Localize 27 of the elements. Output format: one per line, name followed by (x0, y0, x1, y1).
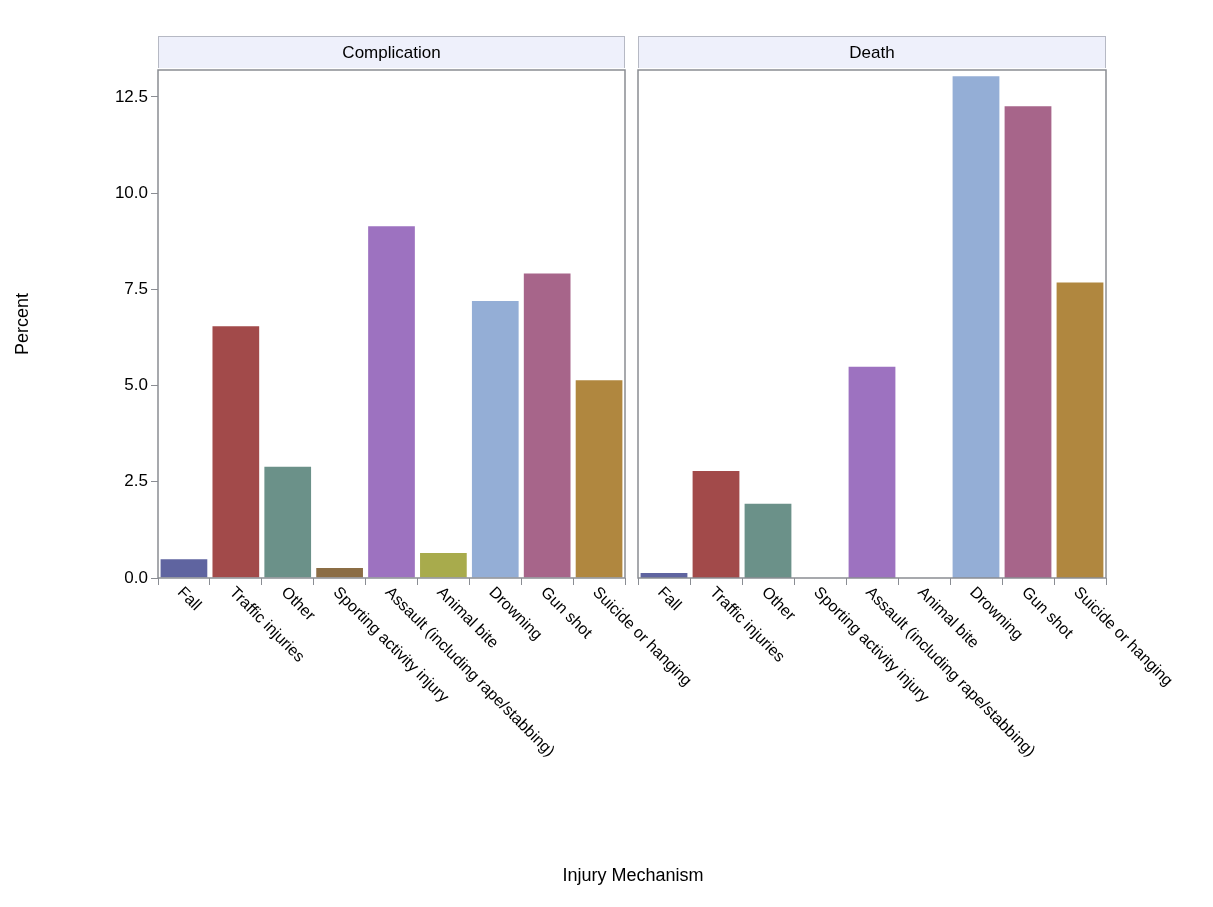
chart-title: Complication (158, 36, 625, 68)
bar (368, 226, 415, 578)
bar (848, 366, 896, 578)
bar (952, 76, 1000, 578)
bar (212, 326, 260, 578)
bar (471, 300, 519, 578)
bar (316, 567, 363, 578)
x-tick-label: Fall (174, 583, 205, 614)
bar (1056, 282, 1104, 578)
bar (1004, 106, 1052, 578)
y-tick-label: 10.0 (114, 182, 148, 202)
bar (264, 466, 312, 578)
bar (523, 273, 571, 578)
y-tick-label: 0.0 (124, 567, 148, 587)
bar (420, 552, 467, 578)
y-tick-label: 2.5 (124, 471, 148, 491)
bar (575, 380, 623, 578)
bar (744, 503, 792, 578)
y-tick-label: 12.5 (114, 86, 148, 106)
chart-title: Death (638, 36, 1106, 68)
y-axis-title: Percent (11, 292, 32, 356)
bar (692, 471, 740, 578)
x-axis-title: Injury Mechanism (562, 864, 704, 885)
y-tick-label: 5.0 (124, 375, 148, 395)
bar (160, 559, 208, 578)
y-tick-label: 7.5 (124, 279, 148, 299)
x-tick-label: Fall (654, 583, 686, 614)
